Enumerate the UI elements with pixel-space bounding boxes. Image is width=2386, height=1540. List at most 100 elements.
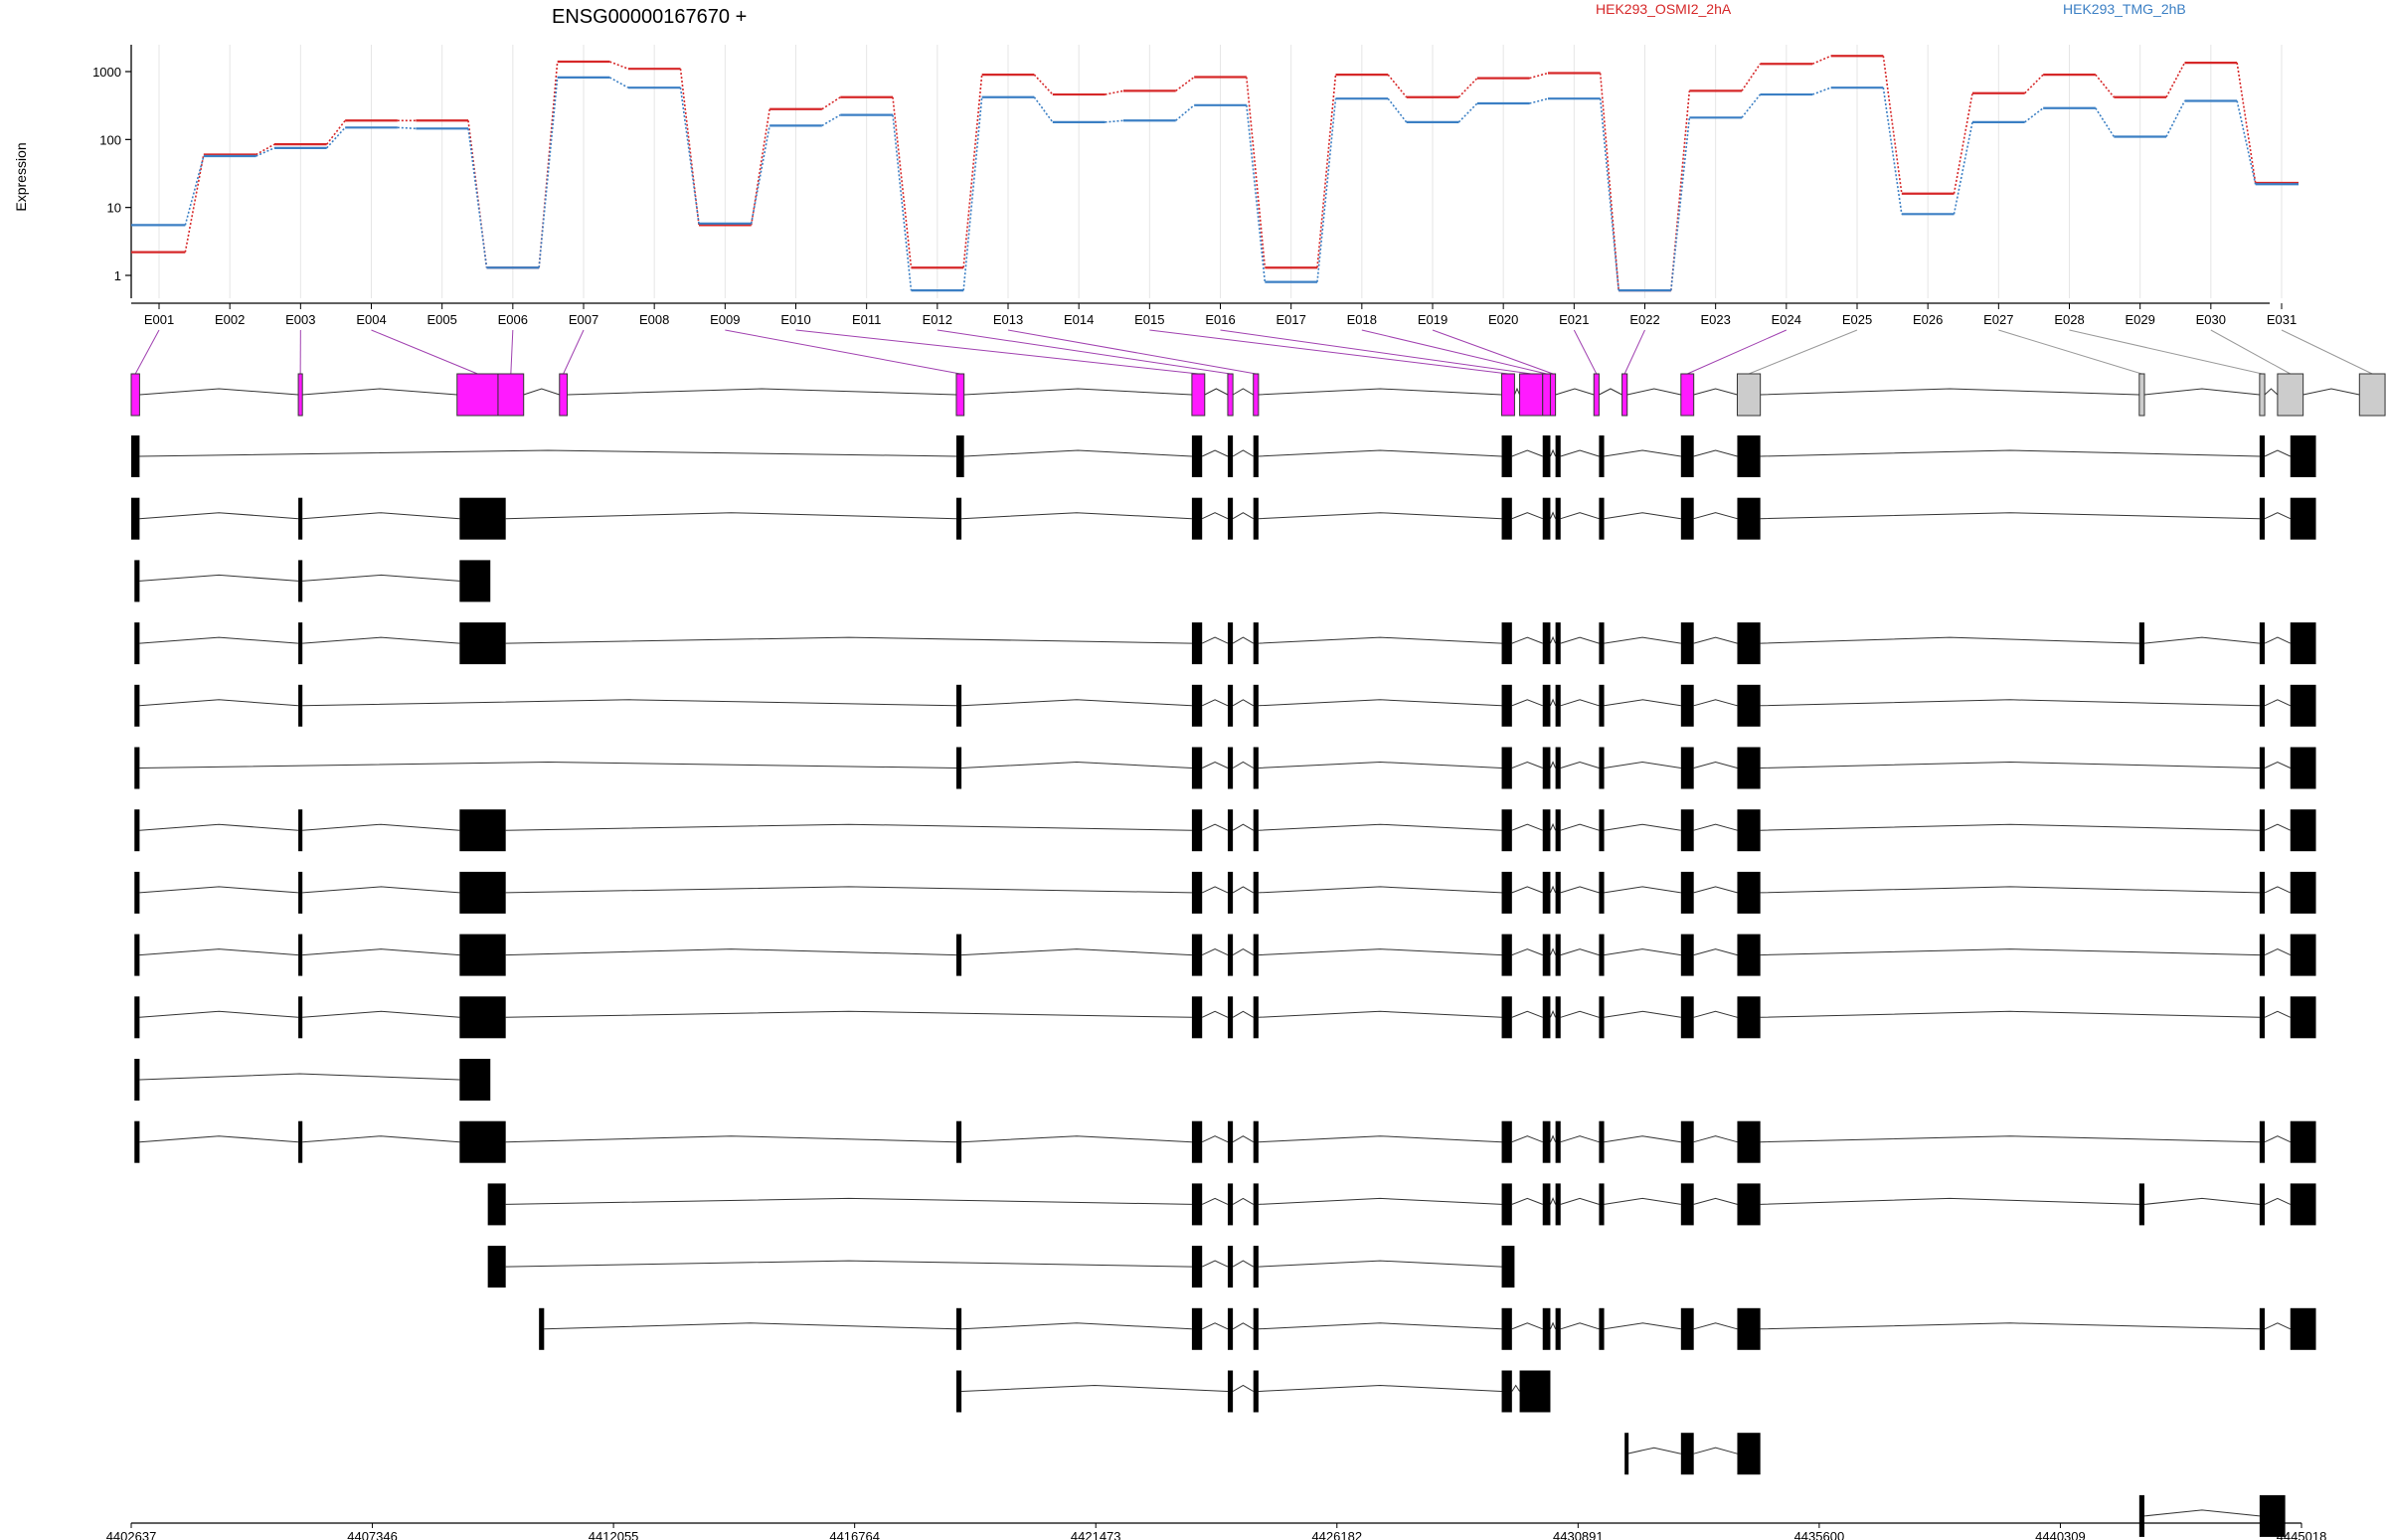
y-tick-label: 100 [99,132,121,147]
transcript-intron [1232,886,1254,894]
transcript-exon [1737,747,1761,789]
transcript-exon [1680,871,1694,914]
transcript-intron [1604,1197,1681,1205]
transcript-exon [955,1120,962,1163]
transcript-intron [505,636,1192,644]
transcript-exon [1680,497,1694,540]
transcript-exon [1227,684,1234,727]
transcript-intron [1604,699,1681,707]
transcript-intron [1760,823,2260,831]
transcript-exon [1737,1307,1761,1350]
transcript-intron [1232,761,1254,769]
transcript-intron [1511,449,1543,457]
transcript-exon [1737,435,1761,477]
transcript-exon [1737,1433,1761,1475]
transcript-intron [1511,1010,1543,1018]
transcript-exon [2290,871,2316,914]
transcript-exon [955,684,962,727]
transcript-exon [1555,747,1561,789]
genomic-tick-label: 4426182 [1311,1529,1362,1540]
transcript-exon [1555,497,1561,540]
transcript-exon [459,996,506,1039]
transcript-exon [1542,1120,1551,1163]
transcript-exon [1737,497,1761,540]
transcript-exon [1555,684,1561,727]
series-1-connector [609,61,629,70]
transcript-intron [961,699,1192,707]
transcript-exon [459,560,491,602]
transcript-intron [1760,1197,2139,1205]
plot-grid [158,45,2283,298]
transcript-intron [302,512,460,520]
transcript-exon [1501,1307,1512,1350]
intron-line [139,388,299,396]
series-2-connector [184,155,205,226]
transcript-exon [1253,747,1259,789]
transcript-exon [134,809,140,852]
intron-line [1693,388,1738,396]
transcript-intron [1232,1197,1254,1205]
transcript-exon [1191,684,1203,727]
transcript-intron [1693,1322,1738,1330]
gene-model-exon [2358,373,2386,417]
transcript-exon [1253,996,1259,1039]
transcript-intron [1604,761,1681,769]
transcript-exon [134,934,140,976]
exon-label: E013 [993,312,1023,327]
transcript-intron [1201,1260,1229,1268]
transcript-exon [2259,497,2266,540]
gene-model-exon [2259,373,2266,417]
genomic-tick-label: 4445018 [2277,1529,2327,1540]
transcript-exon [1555,871,1561,914]
exon-connector [1361,329,1547,375]
genomic-tick-label: 4435600 [1794,1529,1845,1540]
exon-label: E002 [215,312,245,327]
series-1-connector [892,96,913,268]
transcript-intron [1511,1384,1520,1392]
transcript-exon [134,871,140,914]
transcript-exon [1542,809,1551,852]
transcript-exon [2259,871,2266,914]
transcript-intron [1550,947,1557,955]
transcript-intron [1604,823,1681,831]
transcript-exon [1737,996,1761,1039]
transcript-exon [2290,934,2316,976]
transcript-intron [1693,1135,1738,1143]
plot-axes: 1 10 100 1000 [92,45,2270,304]
transcript-exon [1253,809,1259,852]
transcript-exon [1227,871,1234,914]
transcript-exon [2259,1183,2266,1226]
transcript-intron [505,512,956,520]
transcript-intron [1232,636,1254,644]
exon-connector [725,329,960,375]
exon-connectors [134,329,2373,375]
series-1-connector [184,154,205,253]
transcript-intron [1693,512,1738,520]
exon-connector [2210,329,2292,375]
transcript-exon [1555,934,1561,976]
transcript-intron [139,948,299,956]
transcript-exon [1501,996,1512,1039]
exon-label: E017 [1276,312,1305,327]
exon-label: E012 [923,312,952,327]
transcript-intron [1604,1135,1681,1143]
exon-connector [1432,329,1554,375]
intron-line [1760,388,2139,396]
intron-line [2264,388,2279,396]
transcript-intron [2264,948,2291,956]
transcript-exon [1680,747,1694,789]
transcript-exon [1191,435,1203,477]
transcript-intron [1693,823,1738,831]
transcript-intron [1258,761,1502,769]
transcript-exon [2259,996,2266,1039]
series-2-connector [1882,87,1903,215]
transcript-intron [1560,512,1600,520]
series-1-connector [1246,77,1267,268]
transcript-exon [459,809,506,852]
series-2-connector [1175,104,1195,121]
transcript-exon [1599,747,1605,789]
transcript-intron [544,1322,956,1330]
transcript-exon [1680,809,1694,852]
transcript-exon [1542,622,1551,665]
gene-model-exon [1736,373,1762,417]
